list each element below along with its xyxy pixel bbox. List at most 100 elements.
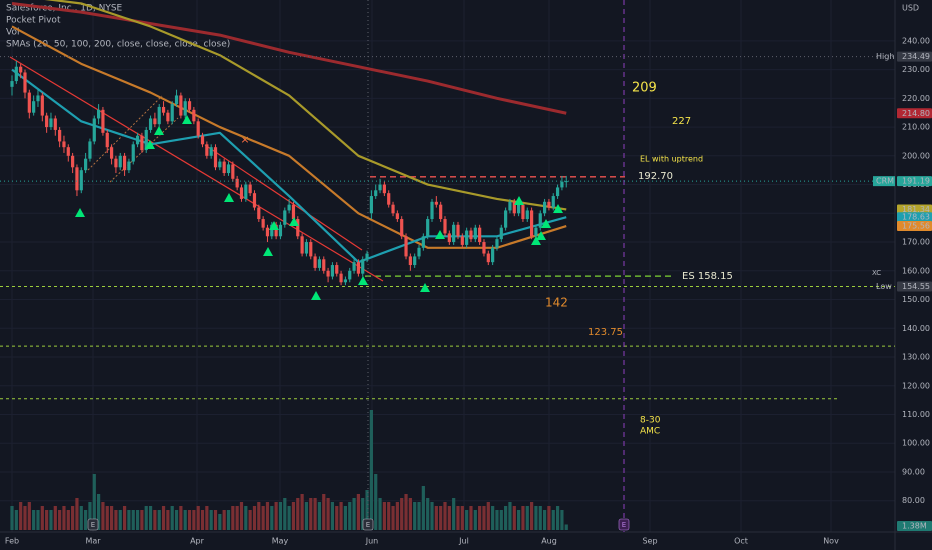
candle-body <box>84 158 88 171</box>
volume-bar <box>525 506 529 530</box>
candle-body <box>174 95 179 105</box>
candle-body <box>443 219 447 234</box>
candle-body <box>14 66 18 82</box>
candle-body <box>335 265 339 274</box>
volume-bar <box>352 498 356 530</box>
candle-body <box>274 224 278 237</box>
volume-bar <box>434 506 438 530</box>
volume-bar <box>32 510 36 530</box>
volume-bar <box>504 506 508 530</box>
y-tick-label: 120.00 <box>902 381 930 390</box>
candle-body <box>135 135 140 145</box>
y-tick-label: 110.00 <box>902 410 930 419</box>
volume-bar <box>343 506 348 530</box>
candle-body <box>555 187 560 197</box>
candle-body <box>161 106 166 113</box>
price-tag-name: CRM <box>876 177 894 186</box>
candle-body <box>53 118 57 130</box>
annotation: 142 <box>545 296 568 310</box>
candle-body <box>300 236 304 254</box>
candle-body <box>45 115 49 128</box>
volume-bar <box>335 506 339 530</box>
volume-bar <box>166 510 170 530</box>
candle-body <box>71 155 75 168</box>
candle-body <box>304 242 309 254</box>
volume-bar <box>144 506 148 530</box>
pivot-marker <box>154 126 164 135</box>
volume-bar <box>261 506 265 530</box>
candle-body <box>127 161 131 171</box>
candle-body <box>23 72 27 93</box>
candle-body <box>408 256 412 266</box>
candle-body <box>287 204 291 211</box>
volume-bar <box>49 510 53 530</box>
volume-bar <box>356 494 360 530</box>
y-tick-label: 160.00 <box>902 266 930 275</box>
volume-bar <box>153 510 157 530</box>
annotation: 209 <box>632 81 657 96</box>
pivot-marker <box>514 196 524 205</box>
candle-body <box>530 210 534 237</box>
candle-body <box>183 101 187 116</box>
price-tag-label: 175.56 <box>902 222 930 231</box>
candle-body <box>538 213 542 228</box>
candle-body <box>19 66 23 73</box>
volume-bar <box>192 510 196 530</box>
volume-bar <box>127 510 131 530</box>
volume-bar <box>10 506 14 530</box>
volume-bar <box>378 498 382 530</box>
price-tag-label: 191.19 <box>902 177 930 186</box>
candle-body <box>131 144 135 162</box>
price-tag-label: 154.55 <box>902 282 930 291</box>
volume-bar <box>161 506 166 530</box>
level-label: 192.70 <box>638 171 673 182</box>
candle-body <box>79 170 83 191</box>
volume-bar <box>278 502 283 530</box>
candle-body <box>257 207 261 220</box>
volume-bar <box>252 506 257 530</box>
candle-body <box>109 147 114 159</box>
volume-bar <box>183 510 187 530</box>
candle-body <box>114 158 118 168</box>
legend-line: SMAs (20, 50, 100, 200, close, close, cl… <box>6 40 230 50</box>
candle-body <box>97 109 101 119</box>
candle-body <box>439 204 443 220</box>
y-tick-label: 100.00 <box>902 439 930 448</box>
candle-body <box>482 242 486 254</box>
moving-average <box>11 1 567 115</box>
candle-body <box>105 132 109 148</box>
volume-bar <box>465 510 469 530</box>
trend-line <box>204 144 363 251</box>
candle-body <box>339 273 343 283</box>
volume-bar <box>118 510 122 530</box>
candle-body <box>348 270 352 280</box>
candle-body <box>248 184 252 194</box>
candle-body <box>486 253 490 263</box>
volume-bar <box>512 506 516 530</box>
candle-body <box>430 201 434 220</box>
x-tick-label: May <box>272 537 289 546</box>
candle-body <box>361 259 365 274</box>
volume-bar <box>205 506 209 530</box>
volume-bar <box>430 502 434 530</box>
volume-bar <box>330 502 335 530</box>
candle-body <box>170 104 174 122</box>
volume-bar <box>27 502 31 530</box>
candle-body <box>343 279 348 283</box>
annotation: 123.75 <box>588 327 623 338</box>
candle-body <box>235 178 239 188</box>
volume-tag <box>897 521 932 531</box>
candle-body <box>144 129 148 151</box>
volume-bar <box>235 506 239 530</box>
y-tick-label: 80.00 <box>902 496 925 505</box>
candle-body <box>75 167 79 191</box>
volume-bar <box>374 474 378 530</box>
volume-bar <box>447 506 451 530</box>
candle-body <box>40 95 44 116</box>
candle-body <box>525 210 529 220</box>
price-tag-label: 234.49 <box>902 52 930 61</box>
volume-bar <box>135 510 140 530</box>
volume-bar <box>400 498 404 530</box>
price-tag-name: Low <box>876 282 892 291</box>
